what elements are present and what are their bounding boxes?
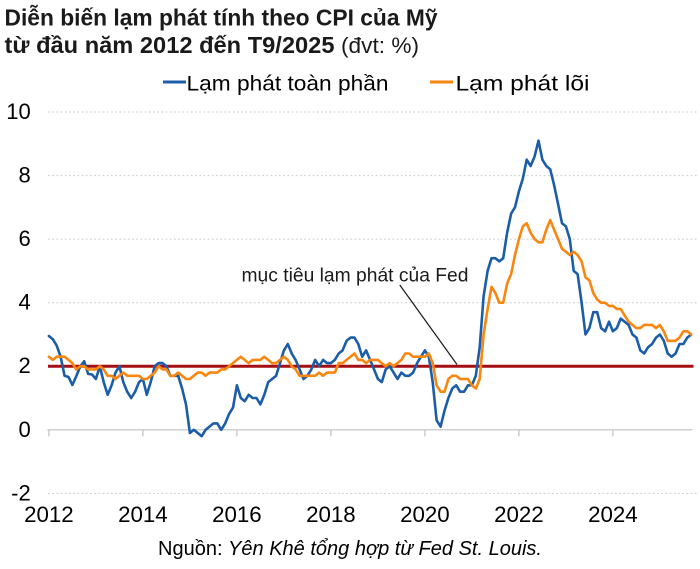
- svg-text:0: 0: [18, 417, 30, 442]
- svg-text:6: 6: [18, 226, 30, 251]
- svg-text:(đvt: %): (đvt: %): [341, 33, 419, 58]
- svg-text:10: 10: [6, 99, 30, 124]
- svg-text:8: 8: [18, 163, 30, 188]
- svg-text:2: 2: [18, 353, 30, 378]
- svg-text:2022: 2022: [494, 502, 544, 527]
- svg-text:mục tiêu lạm phát của Fed: mục tiêu lạm phát của Fed: [242, 265, 469, 287]
- svg-text:Lạm phát lõi: Lạm phát lõi: [456, 73, 590, 96]
- svg-text:2014: 2014: [118, 502, 168, 527]
- svg-text:từ đầu năm 2012 đến T9/2025: từ đầu năm 2012 đến T9/2025: [5, 32, 335, 58]
- svg-text:2020: 2020: [400, 502, 450, 527]
- svg-text:2012: 2012: [24, 502, 74, 527]
- svg-text:2018: 2018: [306, 502, 356, 527]
- svg-text:2024: 2024: [588, 502, 638, 527]
- svg-text:Lạm phát toàn phần: Lạm phát toàn phần: [187, 73, 389, 96]
- svg-text:-2: -2: [11, 480, 31, 505]
- svg-text:Diễn biến lạm phát tính theo C: Diễn biến lạm phát tính theo CPI của Mỹ: [5, 4, 438, 31]
- svg-text:2016: 2016: [212, 502, 262, 527]
- svg-text:Nguồn: Yên Khê tổng hợp từ Fed: Nguồn: Yên Khê tổng hợp từ Fed St. Louis…: [158, 538, 542, 560]
- svg-text:4: 4: [18, 290, 30, 315]
